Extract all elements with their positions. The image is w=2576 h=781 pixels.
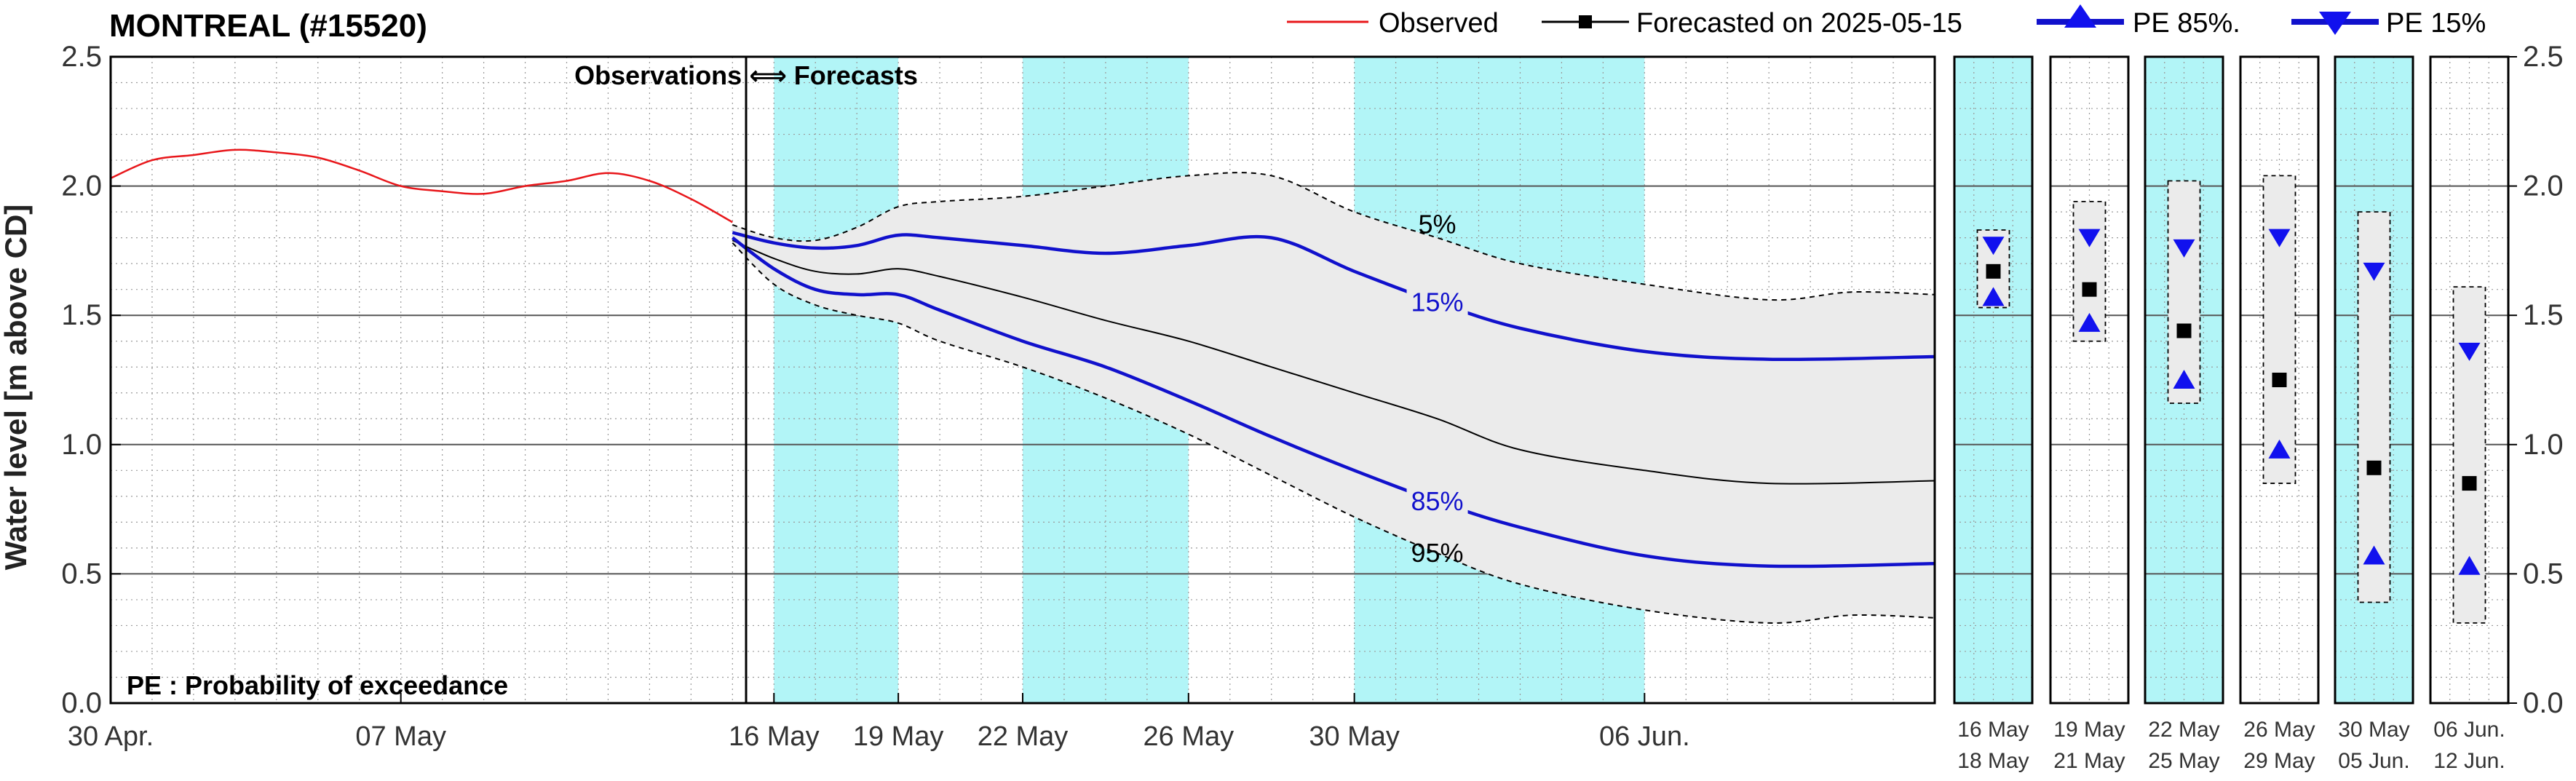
curve-label: 95% — [1411, 538, 1464, 568]
period-panel: 26 May 29 May — [2239, 55, 2320, 773]
curve-label-bg — [1406, 488, 1468, 516]
panel-label-end: 29 May — [2243, 749, 2315, 773]
right-y-tick-label: 0.0 — [2523, 687, 2564, 719]
panel-forecast-marker — [2366, 460, 2382, 475]
legend-pe15-marker — [2319, 12, 2351, 35]
series-line-observed — [110, 148, 733, 223]
right-y-axis: 0.0 0.5 1.0 1.5 2.0 2.5 — [2508, 41, 2564, 719]
y-tick-label: 0.5 — [61, 558, 102, 590]
panel-pe15-marker — [2078, 229, 2101, 247]
period-summary-panels: 16 May 18 May 19 May 21 May 22 May 25 May 26 M… — [1953, 55, 2510, 773]
panel-pe15-marker — [1982, 237, 2005, 255]
panel-range-box — [2167, 180, 2201, 404]
y-tick-label: 0.0 — [61, 687, 102, 719]
right-y-tick-label: 1.0 — [2523, 429, 2564, 461]
legend: Observed Forecasted on 2025-05-15 PE 85%… — [1287, 4, 2486, 39]
panel-frame — [2049, 55, 2130, 705]
x-tick-label: 16 May — [729, 721, 820, 752]
panel-frame — [2144, 55, 2224, 705]
x-tick-label: 22 May — [978, 721, 1069, 752]
panel-label-end: 18 May — [1957, 749, 2029, 773]
x-tick-label: 19 May — [853, 721, 944, 752]
panel-pe85-marker — [2078, 312, 2101, 332]
legend-forecast-label: Forecasted on 2025-05-15 — [1636, 8, 1962, 39]
panel-label-start: 22 May — [2148, 718, 2219, 742]
panel-label-start: 06 Jun. — [2433, 718, 2505, 742]
panel-pe85-marker — [2268, 439, 2291, 459]
panel-label-start: 26 May — [2243, 718, 2315, 742]
panel-pe15-marker — [2268, 229, 2291, 247]
panel-label-end: 21 May — [2053, 749, 2125, 773]
panel-label-start: 30 May — [2338, 718, 2409, 742]
panel-pe85-marker — [1982, 287, 2005, 306]
legend-pe15-label: PE 15% — [2386, 8, 2486, 39]
panel-pe85-marker — [2458, 555, 2481, 575]
y-axis-label: Water level [m above CD] — [0, 205, 33, 571]
panel-frame — [2429, 55, 2510, 705]
legend-observed-label: Observed — [1379, 8, 1499, 39]
x-tick-label: 30 Apr. — [68, 721, 154, 752]
right-y-tick-label: 0.5 — [2523, 558, 2564, 590]
panel-label-end: 05 Jun. — [2338, 749, 2409, 773]
period-panel: 19 May 21 May — [2049, 55, 2130, 773]
panel-pe15-marker — [2458, 342, 2481, 361]
right-y-tick-label: 2.0 — [2523, 170, 2564, 202]
panel-label-end: 25 May — [2148, 749, 2219, 773]
panel-label-start: 16 May — [1957, 718, 2029, 742]
panel-forecast-marker — [2462, 476, 2477, 491]
right-y-tick-label: 1.5 — [2523, 299, 2564, 331]
main-plot-axes: 0.0 0.5 1.0 1.5 2.0 2.5 30 Apr. 07 May 16 May 19 … — [61, 41, 1689, 752]
obs-forecast-annotation: Observations ⟺ Forecasts — [574, 60, 918, 90]
panel-pe85-marker — [2363, 545, 2385, 565]
panel-frame — [2334, 55, 2414, 705]
panel-forecast-marker — [2272, 373, 2287, 387]
panel-label-start: 19 May — [2053, 718, 2125, 742]
panel-forecast-marker — [2176, 323, 2192, 338]
series-line-forecast — [732, 239, 1935, 485]
legend-pe85-marker — [2064, 4, 2096, 28]
curve-label: 15% — [1411, 287, 1464, 317]
y-tick-label: 2.5 — [61, 41, 102, 73]
panel-pe15-marker — [2173, 239, 2195, 258]
x-tick-label: 06 Jun. — [1599, 721, 1690, 752]
chart-title: MONTREAL (#15520) — [109, 8, 427, 44]
curve-label: 85% — [1411, 486, 1464, 516]
period-panel: 16 May 18 May — [1953, 55, 2034, 773]
period-panel: 06 Jun. 12 Jun. — [2429, 55, 2510, 773]
series-line-pe15 — [732, 231, 1935, 362]
panel-range-box — [2262, 175, 2296, 484]
shaded-period — [774, 57, 899, 703]
y-tick-label: 1.0 — [61, 429, 102, 461]
x-tick-label: 30 May — [1309, 721, 1400, 752]
panel-frame — [2239, 55, 2320, 705]
x-tick-label: 26 May — [1144, 721, 1235, 752]
y-tick-label: 2.0 — [61, 170, 102, 202]
x-tick-label: 07 May — [355, 721, 446, 752]
panel-pe15-marker — [2363, 262, 2385, 281]
y-tick-label: 1.5 — [61, 299, 102, 331]
period-panel: 30 May 05 Jun. — [2334, 55, 2414, 773]
panel-pe85-marker — [2173, 370, 2195, 389]
right-y-tick-label: 2.5 — [2523, 41, 2564, 73]
legend-forecast-marker — [1579, 15, 1592, 28]
series-line-95pct — [732, 242, 1935, 624]
pe-note: PE : Probability of exceedance — [127, 670, 508, 700]
panel-label-end: 12 Jun. — [2433, 749, 2505, 773]
legend-pe85-label: PE 85%. — [2133, 8, 2240, 39]
series-line-pe85 — [731, 236, 1935, 568]
curve-label-bg — [1406, 289, 1468, 317]
panel-frame — [1953, 55, 2034, 705]
curve-label: 5% — [1419, 210, 1457, 239]
period-panel: 22 May 25 May — [2144, 55, 2224, 773]
main-plot-series: 5% 95% 15% 85% — [110, 148, 1935, 624]
uncertainty-band — [732, 173, 1935, 623]
panel-forecast-marker — [1986, 263, 2001, 279]
panel-forecast-marker — [2082, 282, 2097, 297]
